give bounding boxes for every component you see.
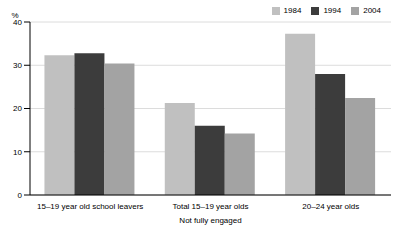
svg-text:%: % [11, 11, 18, 20]
svg-text:40: 40 [13, 17, 22, 27]
svg-text:Total 15–19 year olds: Total 15–19 year olds [172, 202, 248, 211]
svg-text:20: 20 [13, 104, 22, 113]
svg-text:30: 30 [13, 61, 22, 70]
svg-text:20–24 year olds: 20–24 year olds [302, 202, 359, 211]
svg-text:0: 0 [18, 191, 23, 200]
html-text:2004: 2004 [363, 6, 381, 15]
svg-text:15–19 year old school leavers: 15–19 year old school leavers [37, 202, 143, 211]
svg-text:Not fully engaged: Not fully engaged [179, 216, 241, 225]
html-text:1984: 1984 [283, 6, 302, 15]
svg-text:10: 10 [13, 148, 22, 157]
html-text:1994: 1994 [323, 6, 342, 15]
